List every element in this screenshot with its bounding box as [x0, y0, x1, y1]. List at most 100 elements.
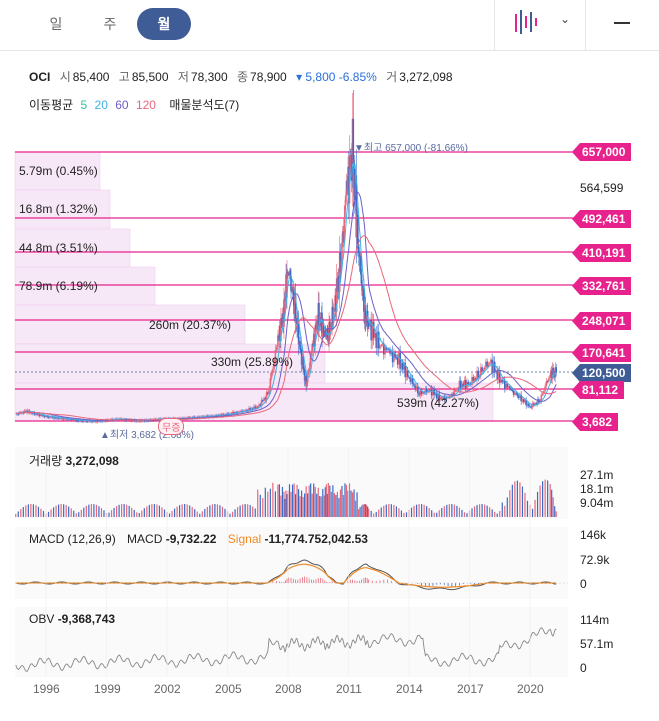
obv-value: -9,368,743 [57, 612, 116, 626]
tab-week[interactable]: 주 [103, 16, 117, 32]
volume-bar [308, 485, 310, 517]
volume-bar [446, 504, 448, 517]
candle-body [71, 419, 74, 421]
candle-body [135, 420, 138, 422]
volume-bar [423, 504, 425, 517]
candle-body [437, 393, 439, 399]
volume-bar [336, 491, 339, 517]
volume-bar [70, 508, 72, 517]
candle-body [50, 416, 52, 418]
volume-bar [310, 483, 312, 517]
low-prefix: ▲최저 [100, 430, 129, 441]
volume-bar [375, 511, 377, 517]
volume-bar [316, 493, 318, 517]
volume-bar [100, 508, 103, 517]
volume-bar [335, 494, 337, 517]
candle-body [391, 351, 394, 363]
volume-bar [356, 492, 358, 517]
tab-month[interactable]: 월 [137, 8, 191, 40]
volume-bar [313, 483, 315, 517]
candle-body [277, 335, 279, 347]
candle-body [466, 381, 468, 389]
candle-body [372, 321, 375, 338]
volume-bar [428, 507, 430, 517]
macd-tick-2: 72.9k [580, 553, 610, 567]
chevron-down-icon[interactable]: ⌄ [560, 12, 571, 26]
volume-bar [473, 506, 476, 517]
volume-bar [344, 483, 346, 517]
volume-bar [249, 505, 251, 517]
candle-body [444, 396, 447, 401]
candle-body [75, 419, 78, 421]
candle-body [357, 243, 360, 254]
candle-body [419, 390, 422, 396]
high-key: 고 [118, 70, 130, 84]
candle-body [90, 420, 93, 422]
open-key: 시 [59, 70, 71, 84]
volume-bar [405, 512, 408, 517]
volume-bar [259, 494, 261, 517]
volume-bar [365, 504, 367, 517]
volume-bar [364, 504, 366, 517]
volume-bar [304, 493, 306, 517]
candle-body [405, 370, 408, 378]
rights-issue-badge[interactable]: 무증 [158, 418, 185, 435]
menu-icon[interactable] [614, 22, 630, 24]
candle-body [240, 410, 243, 412]
candle-body [501, 379, 504, 383]
candle-body [413, 384, 415, 386]
volume-bar [278, 484, 281, 517]
candle-body [275, 346, 278, 350]
volume-bar [60, 504, 62, 517]
volume-bar [285, 490, 287, 517]
obv-tick-2: 57.1m [580, 637, 614, 651]
candle-body [458, 380, 461, 390]
volume-bar [307, 493, 309, 517]
volume-panel-value: 3,272,098 [65, 454, 119, 468]
volume-bar [380, 507, 382, 517]
candle-body [439, 397, 442, 400]
volume-bar [191, 507, 193, 517]
volume-bar [63, 504, 65, 517]
volume-bar [247, 504, 249, 517]
volume-bar [329, 485, 331, 517]
volume-bar [196, 511, 198, 517]
candle-body [244, 410, 246, 412]
volume-bar [161, 507, 163, 517]
obv-line [15, 627, 557, 672]
volume-bar [113, 507, 115, 517]
candle-body [272, 368, 274, 374]
volume-bar [58, 504, 60, 517]
volume-profile-bar [14, 266, 156, 306]
vol-tick-1: 27.1m [580, 468, 614, 482]
price-label-248071: 248,071 [571, 312, 632, 330]
candle-body [17, 413, 20, 415]
candle-body [492, 361, 495, 373]
volume-bar [353, 489, 355, 517]
vol-tick-2: 18.1m [580, 482, 614, 496]
candle-body [527, 403, 530, 407]
volume-bar [476, 505, 478, 517]
candle-body [438, 393, 441, 400]
volume-bar [501, 502, 503, 517]
volume-title: 거래량 [29, 454, 63, 468]
candle-body [532, 403, 535, 406]
volume-bar [98, 506, 100, 517]
candle-body [47, 416, 50, 418]
volume-bar [547, 480, 549, 517]
volume-profile-bar [14, 151, 101, 191]
volume-bar [171, 510, 173, 517]
volume-bar [390, 504, 392, 517]
volume-bar [549, 483, 551, 517]
volume-bar [368, 508, 370, 517]
candle-body [303, 369, 306, 381]
vp-label-2: 16.8m (1.32%) [19, 202, 98, 216]
low-value: 3,682 [131, 430, 157, 441]
volume-bar [37, 506, 40, 517]
tab-day[interactable]: 일 [49, 16, 63, 32]
ma-legend[interactable]: 이동평균 5 20 60 120 매물분석도(7) [29, 96, 243, 113]
candle-body [70, 419, 73, 421]
volume-bar [264, 487, 266, 517]
volume-bar [133, 509, 135, 517]
